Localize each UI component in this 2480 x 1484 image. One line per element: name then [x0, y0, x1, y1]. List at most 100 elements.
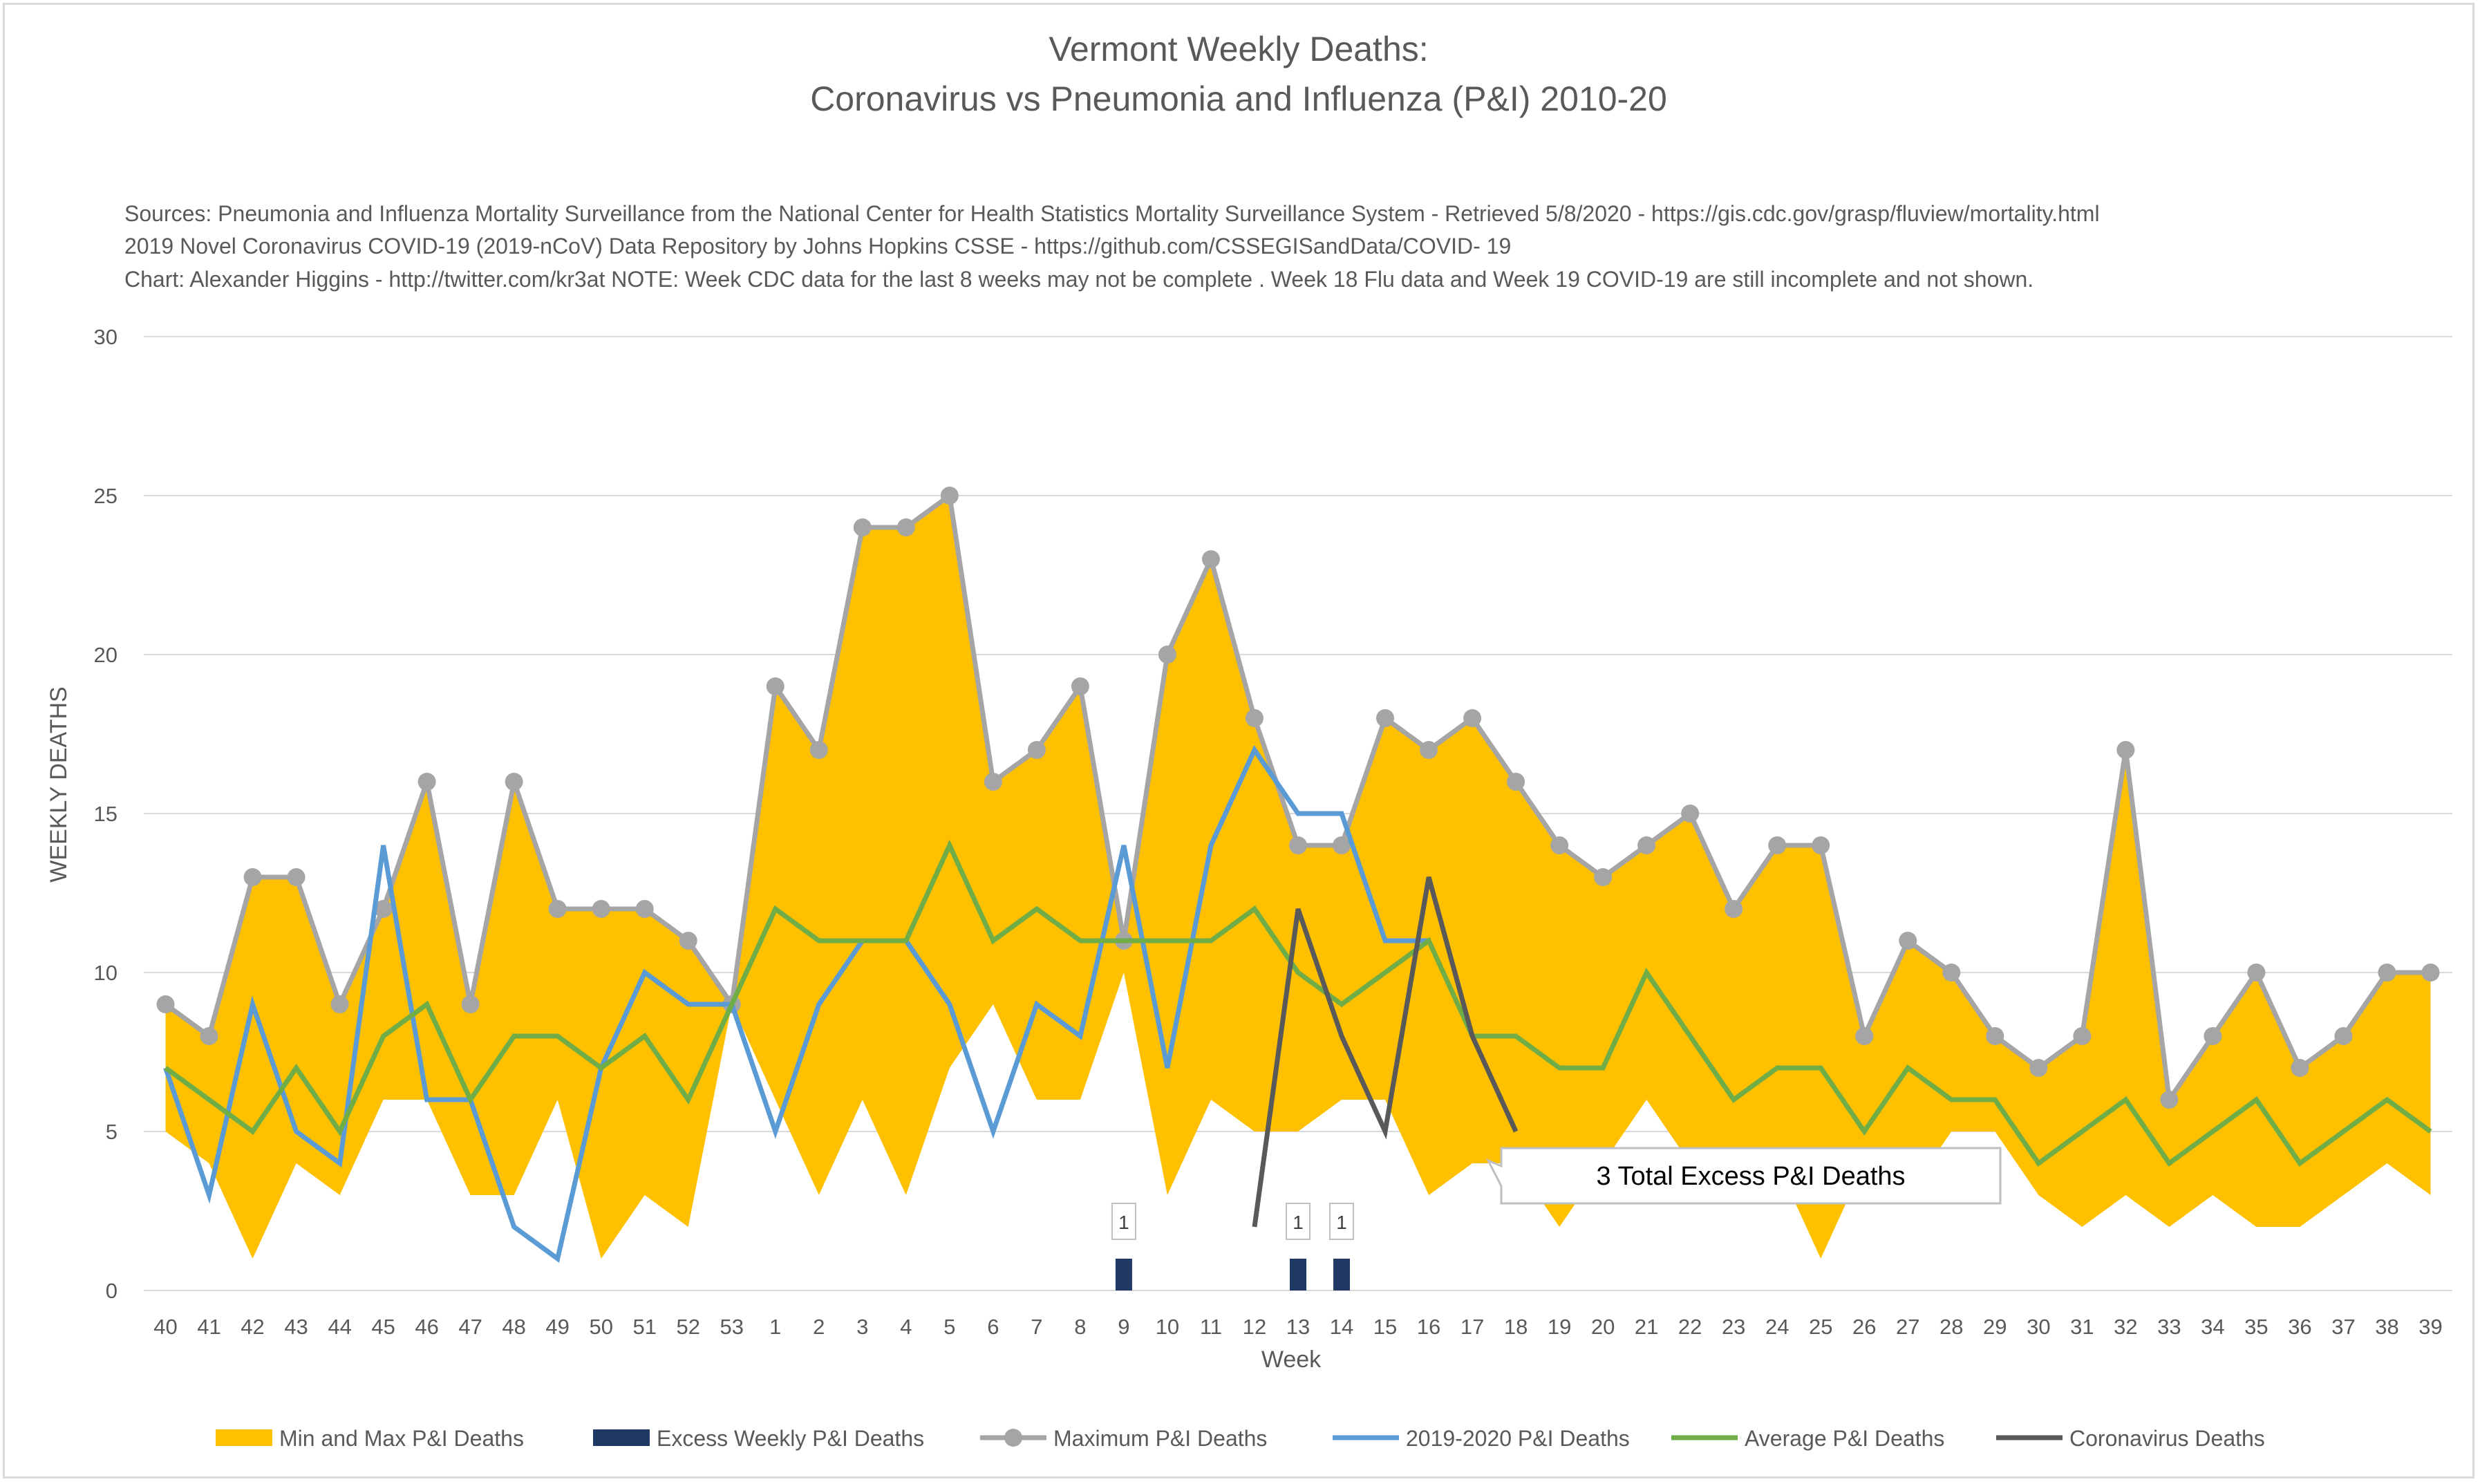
y-tick-label: 15 — [94, 802, 118, 826]
max-deaths-marker — [1725, 900, 1743, 918]
max-deaths-marker — [1071, 677, 1089, 695]
max-deaths-marker — [243, 868, 262, 886]
x-tick-label: 2 — [813, 1315, 825, 1339]
x-tick-label: 35 — [2244, 1315, 2268, 1339]
x-tick-label: 27 — [1896, 1315, 1919, 1339]
legend-key-min-and-max-p-i-deaths — [216, 1429, 272, 1446]
x-tick-label: 36 — [2288, 1315, 2311, 1339]
x-tick-label: 44 — [328, 1315, 351, 1339]
x-tick-label: 12 — [1243, 1315, 1266, 1339]
x-tick-label: 53 — [720, 1315, 744, 1339]
max-deaths-marker — [940, 487, 959, 505]
legend: Min and Max P&I Deaths Excess Weekly P&I … — [216, 1426, 2265, 1451]
x-tick-label: 21 — [1635, 1315, 1658, 1339]
season-2019-2020-line — [163, 744, 1429, 1263]
x-tick-label: 29 — [1983, 1315, 2007, 1339]
legend-label: Maximum P&I Deaths — [1053, 1426, 1267, 1451]
excess-deaths-bar — [1290, 1259, 1306, 1290]
x-tick-label: 37 — [2331, 1315, 2355, 1339]
max-deaths-marker — [896, 518, 915, 536]
max-deaths-marker — [766, 677, 785, 695]
x-tick-label: 51 — [632, 1315, 656, 1339]
x-tick-label: 26 — [1852, 1315, 1876, 1339]
x-tick-label: 40 — [153, 1315, 177, 1339]
max-deaths-marker — [1768, 836, 1787, 854]
excess-deaths-data-label: 1 — [1293, 1212, 1304, 1233]
chart-title-line-1: Vermont Weekly Deaths: — [1049, 30, 1428, 68]
y-tick-label: 5 — [106, 1120, 118, 1144]
x-tick-label: 15 — [1373, 1315, 1397, 1339]
y-tick-label: 25 — [94, 484, 118, 508]
max-deaths-marker — [1289, 836, 1307, 854]
max-deaths-marker — [1376, 709, 1395, 727]
x-tick-label: 30 — [2027, 1315, 2050, 1339]
x-tick-label: 38 — [2375, 1315, 2398, 1339]
x-tick-label: 22 — [1678, 1315, 1702, 1339]
x-tick-label: 49 — [545, 1315, 569, 1339]
max-deaths-marker — [1942, 964, 1961, 981]
x-tick-label: 19 — [1548, 1315, 1571, 1339]
x-tick-label: 17 — [1460, 1315, 1484, 1339]
max-deaths-marker — [1812, 836, 1830, 854]
max-deaths-marker — [853, 518, 872, 536]
max-deaths-marker — [1855, 1027, 1874, 1045]
max-deaths-marker — [461, 995, 480, 1013]
source-note-1: Sources: Pneumonia and Influenza Mortali… — [124, 201, 2100, 226]
x-tick-label: 48 — [502, 1315, 525, 1339]
max-deaths-marker — [200, 1027, 218, 1045]
max-deaths-marker — [548, 900, 567, 918]
max-deaths-marker — [2378, 964, 2396, 981]
x-tick-label: 42 — [241, 1315, 264, 1339]
x-tick-label: 5 — [943, 1315, 955, 1339]
x-tick-label: 47 — [458, 1315, 482, 1339]
max-deaths-marker — [2073, 1027, 2092, 1045]
min-max-deaths-band — [165, 496, 2431, 1259]
y-axis-title: WEEKLY DEATHS — [46, 686, 72, 882]
chart-title-line-2: Coronavirus vs Pneumonia and Influenza (… — [810, 79, 1667, 118]
max-deaths-marker — [374, 900, 393, 918]
excess-deaths-callout — [1485, 1147, 2002, 1205]
max-deaths-marker — [2421, 964, 2440, 981]
max-deaths-marker — [330, 995, 349, 1013]
x-tick-label: 24 — [1765, 1315, 1789, 1339]
source-note-2: 2019 Novel Coronavirus COVID-19 (2019-nC… — [124, 234, 1511, 259]
excess-deaths-bar — [1333, 1259, 1351, 1290]
max-deaths-marker — [1027, 741, 1046, 759]
max-deaths-marker — [2247, 964, 2266, 981]
max-deaths-marker — [417, 773, 436, 791]
legend-label: Average P&I Deaths — [1745, 1426, 1944, 1451]
average-deaths-line — [164, 839, 2432, 1167]
excess-deaths-data-label: 1 — [1118, 1212, 1129, 1233]
max-deaths-marker — [287, 868, 306, 886]
x-tick-label: 39 — [2418, 1315, 2442, 1339]
x-tick-label: 10 — [1156, 1315, 1179, 1339]
x-tick-label: 41 — [197, 1315, 220, 1339]
max-deaths-marker — [635, 900, 654, 918]
x-tick-label: 45 — [371, 1315, 395, 1339]
x-tick-label: 46 — [415, 1315, 438, 1339]
legend-label: Excess Weekly P&I Deaths — [657, 1426, 924, 1451]
max-deaths-marker — [2160, 1091, 2179, 1109]
max-deaths-marker — [1463, 709, 1482, 727]
y-tick-label: 20 — [94, 643, 118, 667]
max-deaths-marker — [505, 773, 523, 791]
excess-deaths-label-box — [1111, 1203, 1136, 1240]
y-tick-label: 0 — [106, 1279, 118, 1303]
x-tick-label: 4 — [900, 1315, 912, 1339]
x-tick-label: 8 — [1074, 1315, 1086, 1339]
max-deaths-marker — [156, 995, 175, 1013]
x-tick-label: 13 — [1286, 1315, 1310, 1339]
max-deaths-marker — [1158, 646, 1176, 664]
max-deaths-marker — [1550, 836, 1569, 854]
max-deaths-marker — [592, 900, 610, 918]
x-tick-label: 33 — [2157, 1315, 2181, 1339]
legend-label: Min and Max P&I Deaths — [279, 1426, 524, 1451]
x-tick-label: 25 — [1809, 1315, 1832, 1339]
max-deaths-marker — [1507, 773, 1525, 791]
y-tick-label: 10 — [94, 961, 118, 985]
legend-label: 2019-2020 P&I Deaths — [1406, 1426, 1630, 1451]
max-deaths-marker — [1333, 836, 1351, 854]
x-tick-label: 28 — [1939, 1315, 1963, 1339]
x-tick-label: 14 — [1330, 1315, 1353, 1339]
